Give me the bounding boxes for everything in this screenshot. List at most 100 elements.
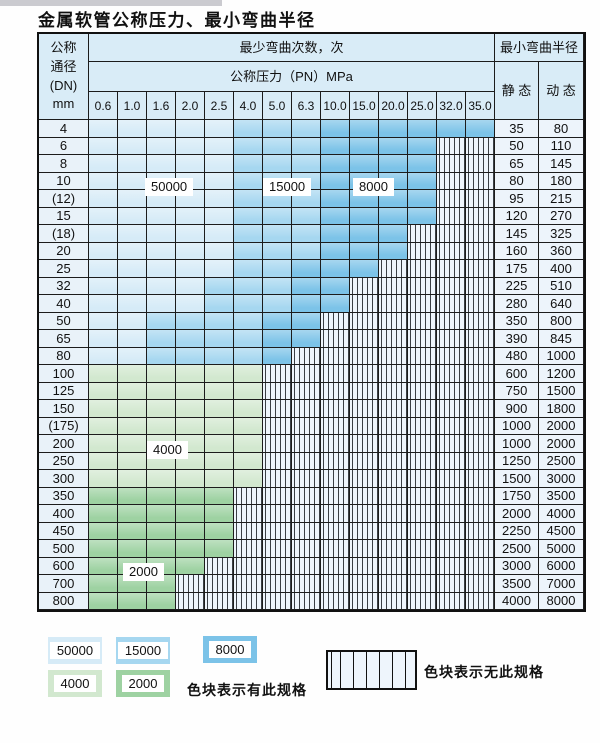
no-spec-cell	[437, 242, 466, 260]
spec-cell	[89, 382, 118, 400]
no-spec-cell	[437, 277, 466, 295]
no-spec-cell	[292, 417, 321, 435]
no-spec-cell	[408, 260, 437, 278]
spec-cell	[118, 382, 147, 400]
spec-cell	[147, 120, 176, 138]
spec-cell	[234, 120, 263, 138]
static-cell: 175	[495, 260, 539, 278]
spec-cell	[147, 470, 176, 488]
cycle-label-15000: 15000	[263, 178, 312, 196]
spec-cell	[292, 260, 321, 278]
no-spec-cell	[466, 260, 495, 278]
no-spec-cell	[408, 382, 437, 400]
spec-cell	[89, 225, 118, 243]
no-spec-cell	[379, 260, 408, 278]
spec-cell	[205, 487, 234, 505]
no-spec-cell	[437, 435, 466, 453]
spec-cell	[147, 382, 176, 400]
no-spec-cell	[321, 575, 350, 593]
spec-cell	[292, 120, 321, 138]
no-spec-cell	[350, 400, 379, 418]
spec-cell	[89, 260, 118, 278]
dn-header-line: (DN)	[49, 77, 78, 93]
no-spec-cell	[263, 522, 292, 540]
no-spec-cell	[379, 470, 408, 488]
legend-item-4000: 4000	[48, 670, 102, 697]
pressure-tick-cell: 10.0	[321, 92, 350, 120]
dn-cell: 300	[39, 470, 89, 488]
dynamic-cell: 400	[539, 260, 584, 278]
dynamic-cell: 4500	[539, 522, 584, 540]
spec-cell	[89, 155, 118, 173]
no-spec-cell	[205, 592, 234, 610]
spec-cell	[118, 522, 147, 540]
spec-cell	[379, 120, 408, 138]
dynamic-cell: 1200	[539, 365, 584, 383]
spec-cell	[89, 592, 118, 610]
legend-value: 50000	[49, 642, 101, 659]
dn-cell: 20	[39, 242, 89, 260]
no-spec-cell	[437, 225, 466, 243]
dn-cell: 700	[39, 575, 89, 593]
spec-cell	[118, 190, 147, 208]
spec-cell	[379, 225, 408, 243]
no-spec-cell	[234, 575, 263, 593]
no-spec-cell	[350, 365, 379, 383]
spec-cell	[234, 330, 263, 348]
no-spec-cell	[437, 470, 466, 488]
no-spec-cell	[466, 575, 495, 593]
static-cell: 390	[495, 330, 539, 348]
spec-cell	[118, 347, 147, 365]
dn-cell: 200	[39, 435, 89, 453]
spec-cell	[234, 400, 263, 418]
no-spec-cell	[437, 190, 466, 208]
spec-cell	[321, 242, 350, 260]
dn-cell: 80	[39, 347, 89, 365]
spec-cell	[263, 330, 292, 348]
no-spec-cell	[437, 137, 466, 155]
spec-cell	[89, 452, 118, 470]
spec-cell	[118, 172, 147, 190]
no-spec-cell	[408, 312, 437, 330]
dynamic-cell: 6000	[539, 557, 584, 575]
spec-cell	[234, 172, 263, 190]
dynamic-cell: 1800	[539, 400, 584, 418]
spec-cell	[350, 137, 379, 155]
no-spec-cell	[379, 435, 408, 453]
spec-cell	[89, 505, 118, 523]
dn-cell: 6	[39, 137, 89, 155]
no-spec-cell	[292, 452, 321, 470]
legend-value: 8000	[208, 641, 252, 658]
spec-cell	[234, 225, 263, 243]
spec-cell	[263, 260, 292, 278]
dynamic-cell: 2500	[539, 452, 584, 470]
no-spec-cell	[321, 365, 350, 383]
spec-cell	[379, 242, 408, 260]
spec-cell	[147, 155, 176, 173]
spec-cell	[263, 347, 292, 365]
dn-cell: 100	[39, 365, 89, 383]
spec-cell	[118, 417, 147, 435]
no-spec-cell	[437, 260, 466, 278]
no-spec-cell	[466, 470, 495, 488]
legend-no-spec-text: 色块表示无此规格	[424, 664, 544, 680]
no-spec-cell	[350, 575, 379, 593]
spec-cell	[379, 207, 408, 225]
static-cell: 160	[495, 242, 539, 260]
dn-header-line: 公称	[50, 39, 77, 55]
spec-cell	[118, 295, 147, 313]
spec-cell	[350, 207, 379, 225]
static-cell: 600	[495, 365, 539, 383]
spec-cell	[205, 470, 234, 488]
cycle-label-2000: 2000	[123, 563, 164, 581]
no-spec-cell	[263, 470, 292, 488]
no-spec-cell	[466, 400, 495, 418]
dn-cell: (12)	[39, 190, 89, 208]
spec-cell	[89, 347, 118, 365]
dynamic-cell: 325	[539, 225, 584, 243]
no-spec-cell	[321, 505, 350, 523]
no-spec-cell	[408, 225, 437, 243]
no-spec-cell	[234, 487, 263, 505]
no-spec-cell	[350, 592, 379, 610]
static-cell: 350	[495, 312, 539, 330]
